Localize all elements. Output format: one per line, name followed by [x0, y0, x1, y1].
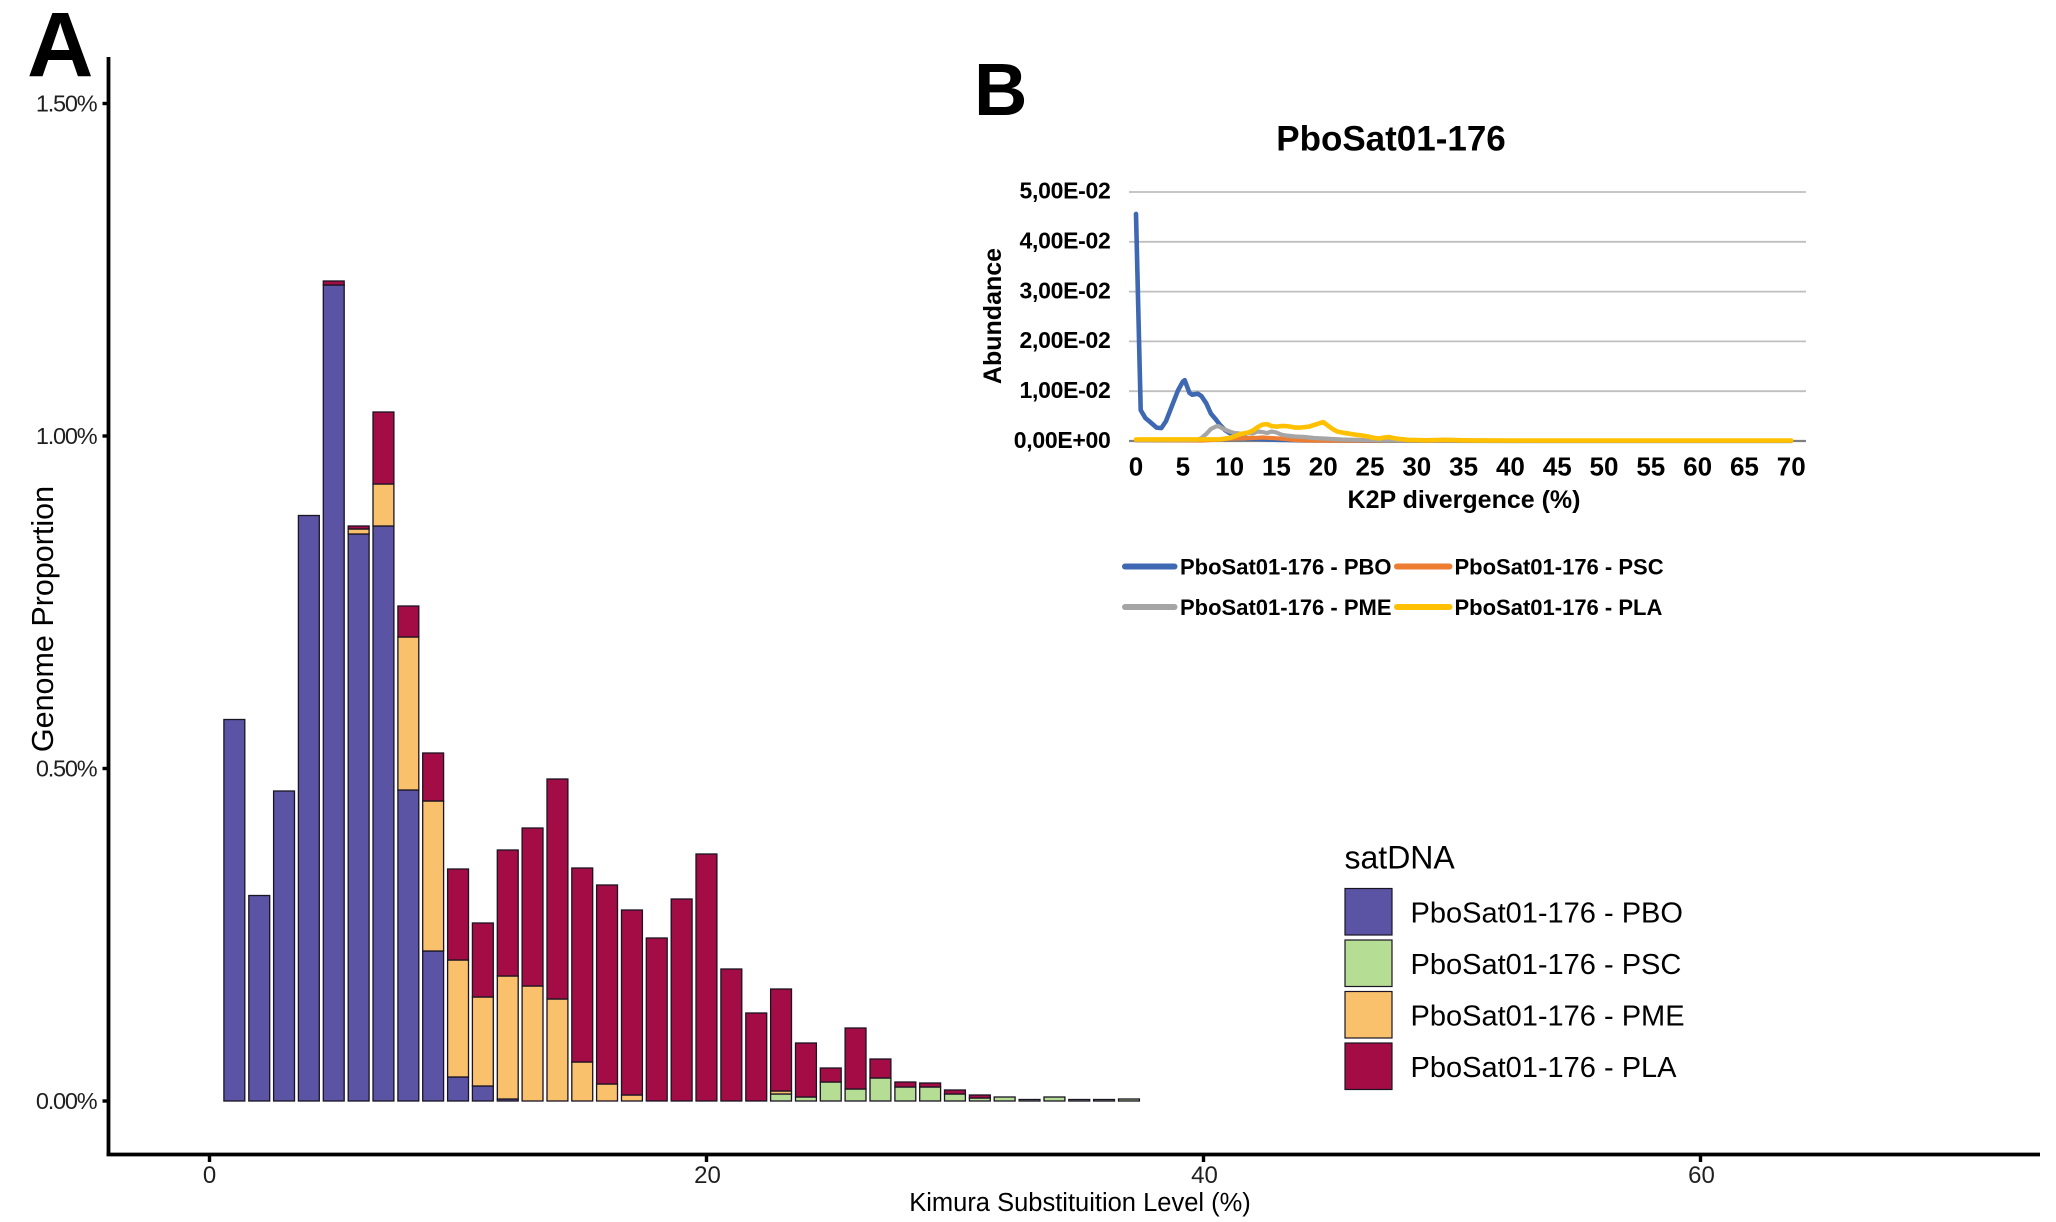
- svg-text:0: 0: [203, 1162, 216, 1189]
- svg-text:PboSat01-176 - PME: PboSat01-176 - PME: [1180, 595, 1392, 620]
- svg-text:55: 55: [1636, 452, 1665, 482]
- svg-text:PboSat01-176 - PSC: PboSat01-176 - PSC: [1411, 949, 1682, 981]
- svg-text:PboSat01-176: PboSat01-176: [1276, 120, 1506, 159]
- svg-text:3,00E-02: 3,00E-02: [1020, 277, 1111, 303]
- svg-text:2,00E-02: 2,00E-02: [1020, 327, 1111, 353]
- svg-text:1.00%: 1.00%: [36, 423, 98, 449]
- svg-text:5: 5: [1176, 452, 1190, 482]
- svg-text:B: B: [974, 48, 1027, 131]
- svg-text:1.50%: 1.50%: [36, 91, 98, 117]
- svg-text:5,00E-02: 5,00E-02: [1020, 178, 1111, 204]
- svg-text:20: 20: [1309, 452, 1338, 482]
- svg-text:60: 60: [1688, 1162, 1715, 1189]
- svg-text:20: 20: [694, 1162, 721, 1189]
- svg-text:30: 30: [1402, 452, 1431, 482]
- svg-text:4,00E-02: 4,00E-02: [1020, 227, 1111, 253]
- svg-text:0,00E+00: 0,00E+00: [1014, 427, 1111, 453]
- svg-text:65: 65: [1730, 452, 1759, 482]
- svg-text:40: 40: [1496, 452, 1525, 482]
- svg-text:50: 50: [1590, 452, 1619, 482]
- svg-text:10: 10: [1215, 452, 1244, 482]
- svg-text:Kimura Substituition Level (%): Kimura Substituition Level (%): [909, 1189, 1251, 1217]
- svg-text:25: 25: [1356, 452, 1385, 482]
- svg-text:PboSat01-176 - PME: PboSat01-176 - PME: [1411, 1001, 1685, 1033]
- svg-text:satDNA: satDNA: [1345, 840, 1456, 876]
- svg-text:K2P divergence (%): K2P divergence (%): [1348, 486, 1581, 514]
- svg-text:A: A: [27, 0, 93, 96]
- svg-text:Abundance: Abundance: [979, 248, 1007, 384]
- svg-text:PboSat01-176 - PBO: PboSat01-176 - PBO: [1411, 898, 1683, 930]
- svg-text:60: 60: [1683, 452, 1712, 482]
- svg-text:PboSat01-176 - PLA: PboSat01-176 - PLA: [1411, 1052, 1678, 1084]
- svg-text:45: 45: [1543, 452, 1572, 482]
- svg-text:1,00E-02: 1,00E-02: [1020, 377, 1111, 403]
- svg-text:PboSat01-176 - PLA: PboSat01-176 - PLA: [1455, 595, 1663, 620]
- svg-text:15: 15: [1262, 452, 1291, 482]
- svg-text:0: 0: [1129, 452, 1143, 482]
- svg-text:0.00%: 0.00%: [36, 1088, 98, 1114]
- svg-text:70: 70: [1777, 452, 1806, 482]
- svg-text:PboSat01-176 - PBO: PboSat01-176 - PBO: [1180, 555, 1392, 580]
- svg-text:40: 40: [1191, 1162, 1218, 1189]
- svg-text:35: 35: [1449, 452, 1478, 482]
- svg-text:0.50%: 0.50%: [36, 756, 98, 782]
- svg-text:PboSat01-176 - PSC: PboSat01-176 - PSC: [1455, 555, 1664, 580]
- svg-text:Genome Proportion: Genome Proportion: [26, 486, 60, 752]
